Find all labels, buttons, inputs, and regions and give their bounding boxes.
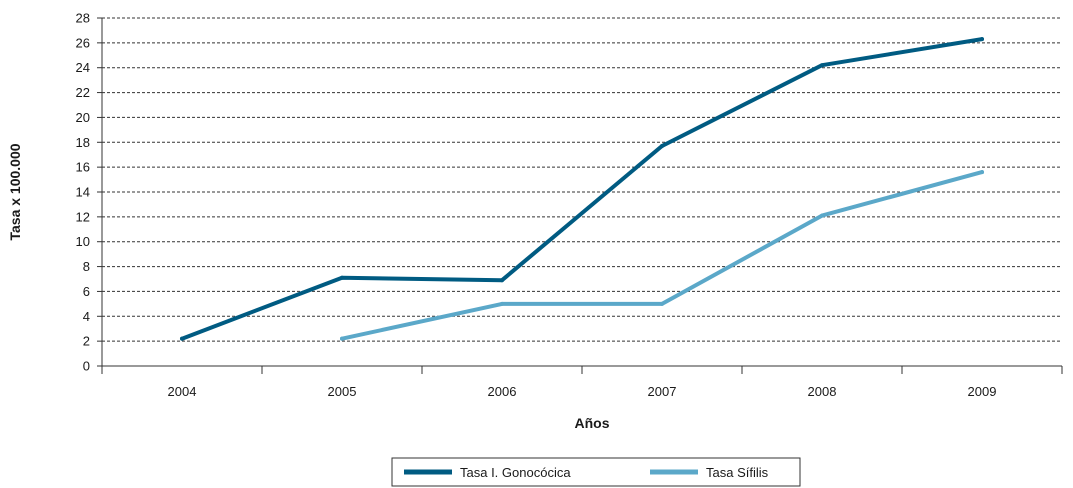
x-axis-title: Años bbox=[575, 415, 610, 431]
legend-label-gonococica: Tasa I. Gonocócica bbox=[460, 465, 571, 480]
legend-box bbox=[391, 457, 801, 487]
data-point bbox=[340, 336, 344, 341]
legend: Tasa I. Gonocócica Tasa Sífilis bbox=[391, 457, 801, 487]
y-tick-label: 18 bbox=[76, 135, 90, 150]
y-tick-label: 8 bbox=[83, 259, 90, 274]
series-line-0 bbox=[180, 37, 984, 341]
x-tick-label: 2007 bbox=[648, 384, 677, 399]
data-point bbox=[500, 301, 504, 306]
x-tick-label: 2008 bbox=[808, 384, 837, 399]
gridlines bbox=[102, 17, 1062, 342]
y-tick-label: 4 bbox=[83, 309, 90, 324]
y-tick-label: 22 bbox=[76, 85, 90, 100]
y-tick-label: 2 bbox=[83, 334, 90, 349]
x-tick-label: 2009 bbox=[968, 384, 997, 399]
y-axis-title: Tasa x 100.000 bbox=[7, 143, 23, 240]
x-tick-label: 2005 bbox=[328, 384, 357, 399]
y-tick-label: 16 bbox=[76, 160, 90, 175]
y-tick-label: 6 bbox=[83, 284, 90, 299]
series-line-1 bbox=[340, 170, 984, 341]
data-point bbox=[820, 213, 824, 218]
data-point bbox=[340, 275, 344, 280]
x-tick-label: 2006 bbox=[488, 384, 517, 399]
y-tick-label: 28 bbox=[76, 11, 90, 26]
axes bbox=[97, 17, 1063, 374]
data-point bbox=[500, 278, 504, 283]
y-tick-label: 26 bbox=[76, 35, 90, 50]
data-point bbox=[820, 63, 824, 68]
data-point bbox=[980, 37, 984, 42]
y-tick-label: 10 bbox=[76, 234, 90, 249]
x-tick-labels: 2004 2005 2006 2007 2008 2009 bbox=[168, 384, 997, 399]
legend-label-sifilis: Tasa Sífilis bbox=[706, 465, 769, 480]
data-point bbox=[980, 170, 984, 175]
series-lines bbox=[180, 37, 984, 341]
y-tick-label: 12 bbox=[76, 209, 90, 224]
y-tick-label: 20 bbox=[76, 110, 90, 125]
y-tick-label: 0 bbox=[83, 359, 90, 374]
y-tick-label: 24 bbox=[76, 60, 90, 75]
y-tick-label: 14 bbox=[76, 185, 90, 200]
x-tick-label: 2004 bbox=[168, 384, 197, 399]
data-point bbox=[660, 144, 664, 149]
data-point bbox=[660, 301, 664, 306]
data-point bbox=[180, 336, 184, 341]
